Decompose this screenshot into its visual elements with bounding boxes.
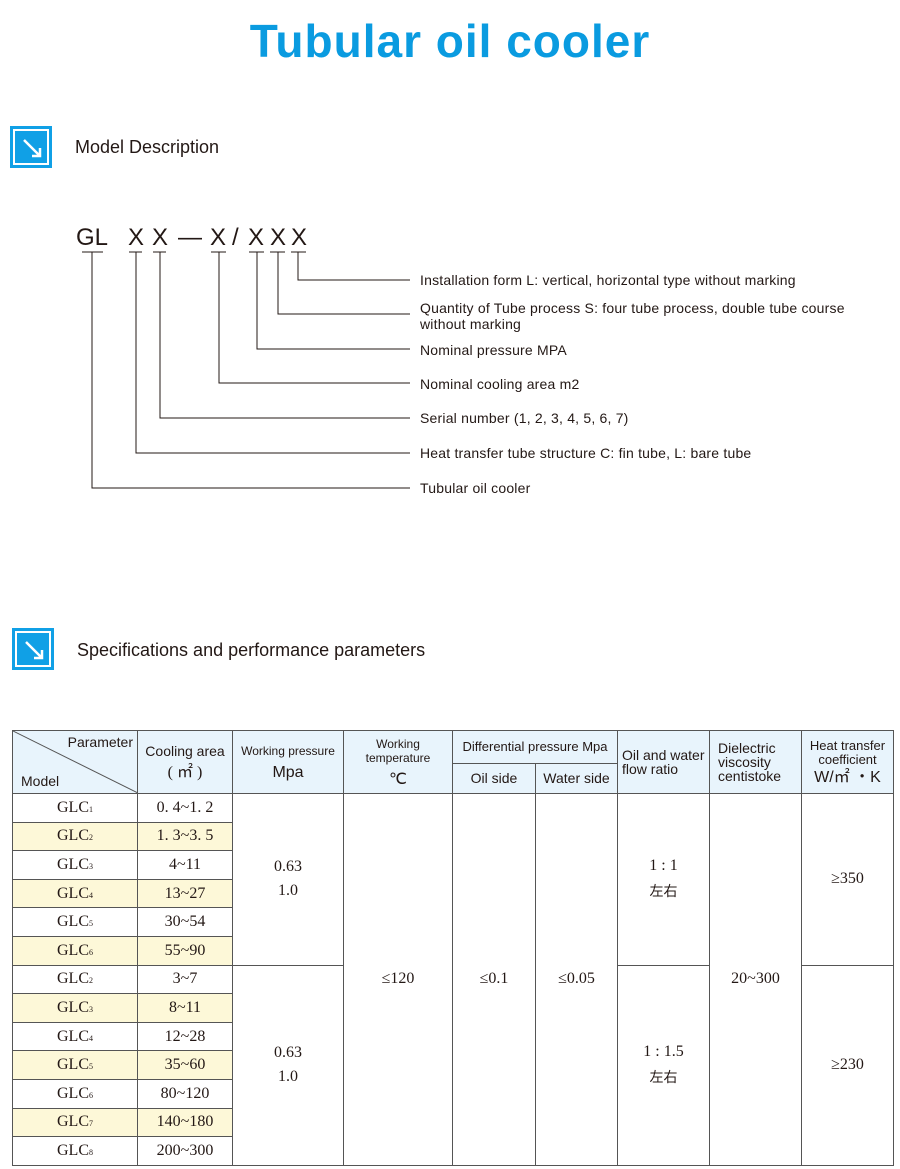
cooling-area-cell: 12~28	[137, 1021, 233, 1052]
cooling-area-cell: 8~11	[137, 993, 233, 1023]
description-cooling-area: Nominal cooling area m2	[420, 376, 580, 392]
working-pressure-cell: 0.63 1.0	[232, 793, 344, 966]
header-oil-side: Oil side	[452, 762, 536, 795]
table-row: GLC1 0. 4~1. 2 0.63 1.0 ≤120 ≤0.1 ≤0.05 1 : 1 左右…	[12, 793, 894, 1166]
cooling-area-cell: 3~7	[137, 964, 233, 995]
model-cell: GLC3	[12, 850, 138, 880]
model-cell: GLC7	[12, 1107, 138, 1138]
code-char: X	[152, 224, 169, 251]
table-row: GLC6 55~90	[12, 935, 894, 966]
table-row: GLC5 35~60	[12, 1050, 894, 1080]
header-flow-ratio: Oil and water flow ratio	[617, 730, 710, 794]
header-viscosity: Dielectric viscosity centistoke	[709, 730, 802, 794]
header-model: Model	[21, 773, 60, 789]
model-diagram-lines	[82, 251, 410, 489]
water-side-cell: ≤0.05	[535, 793, 618, 1166]
cooling-area-cell: 1. 3~3. 5	[137, 821, 233, 852]
page-title: Tubular oil cooler	[249, 15, 651, 67]
oil-side-cell: ≤0.1	[452, 793, 536, 1166]
code-char: X	[291, 224, 308, 251]
description-serial-number: Serial number (1, 2, 3, 4, 5, 6, 7)	[420, 410, 629, 426]
flow-ratio-cell: 1 : 1 左右	[617, 793, 710, 966]
code-char: X	[270, 224, 287, 251]
model-cell: GLC4	[12, 878, 138, 909]
code-prefix: GL	[76, 224, 109, 251]
arrow-down-right-icon	[12, 628, 54, 670]
specifications-table: Parameter Model Cooling area( ㎡ ) Workin…	[12, 730, 894, 1166]
heat-transfer-cell: ≥350	[801, 793, 894, 966]
heat-transfer-cell: ≥230	[801, 964, 894, 1166]
section-title-specifications: Specifications and performance parameter…	[77, 640, 426, 660]
description-tube-structure: Heat transfer tube structure C: fin tube…	[420, 445, 752, 461]
table-row: GLC3 4~11	[12, 850, 894, 880]
table-row: GLC7 140~180	[12, 1107, 894, 1138]
model-cell: GLC8	[12, 1136, 138, 1166]
header-working-temperature: Working temperature ℃	[343, 730, 453, 794]
cooling-area-cell: 80~120	[137, 1078, 233, 1109]
description-installation-form: Installation form L: vertical, horizonta…	[420, 272, 796, 288]
table-row: GLC2 1. 3~3. 5	[12, 821, 894, 852]
table-row: GLC8 200~300	[12, 1136, 894, 1166]
cooling-area-cell: 140~180	[137, 1107, 233, 1138]
model-cell: GLC4	[12, 1021, 138, 1052]
model-cell: GLC3	[12, 993, 138, 1023]
code-char: X	[210, 224, 227, 251]
viscosity-cell: 20~300	[709, 793, 802, 1166]
description-nominal-pressure: Nominal pressure MPA	[420, 342, 567, 358]
table-row: GLC5 30~54	[12, 907, 894, 937]
model-cell: GLC2	[12, 964, 138, 995]
table-row: GLC4 13~27	[12, 878, 894, 909]
header-water-side: Water side	[535, 762, 618, 795]
model-cell: GLC2	[12, 821, 138, 852]
working-temperature-cell: ≤120	[343, 793, 453, 1166]
cooling-area-cell: 200~300	[137, 1136, 233, 1166]
cooling-area-cell: 4~11	[137, 850, 233, 880]
cooling-area-cell: 55~90	[137, 935, 233, 966]
code-slash: /	[232, 224, 239, 251]
flow-ratio-cell: 1 : 1.5 左右	[617, 964, 710, 1166]
section-title-model-description: Model Description	[75, 137, 220, 157]
code-char: X	[248, 224, 265, 251]
code-dash: —	[178, 224, 202, 251]
model-cell: GLC6	[12, 935, 138, 966]
cooling-area-cell: 0. 4~1. 2	[137, 793, 233, 823]
cooling-area-cell: 13~27	[137, 878, 233, 909]
model-cell: GLC1	[12, 793, 138, 823]
header-parameter-model: Parameter Model	[12, 730, 138, 794]
code-char: X	[128, 224, 145, 251]
header-cooling-area: Cooling area( ㎡ )	[137, 730, 233, 794]
header-heat-transfer: Heat transfer coefficient W/㎡ ・K	[801, 730, 894, 794]
table-row: GLC6 80~120	[12, 1078, 894, 1109]
working-pressure-cell: 0.63 1.0	[232, 964, 344, 1166]
description-tube-process: Quantity of Tube process S: four tube pr…	[420, 300, 845, 332]
model-cell: GLC5	[12, 1050, 138, 1080]
cooling-area-cell: 30~54	[137, 907, 233, 937]
model-cell: GLC5	[12, 907, 138, 937]
header-parameter: Parameter	[67, 734, 133, 750]
table-row: GLC3 8~11	[12, 993, 894, 1023]
header-differential-pressure: Differential pressure Mpa	[452, 730, 618, 764]
header-working-pressure: Working pressure Mpa	[232, 730, 344, 794]
model-cell: GLC6	[12, 1078, 138, 1109]
description-product: Tubular oil cooler	[420, 480, 531, 496]
arrow-down-right-icon	[10, 126, 52, 168]
cooling-area-cell: 35~60	[137, 1050, 233, 1080]
